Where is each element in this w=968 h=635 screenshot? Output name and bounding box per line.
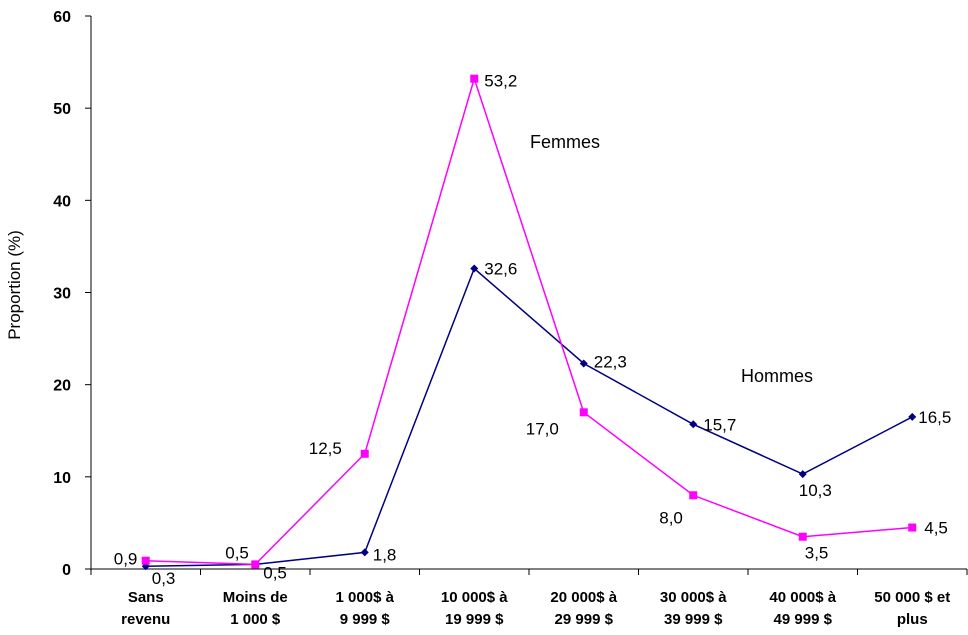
x-tick-label-line: 20 000$ à bbox=[550, 589, 617, 606]
chart-axes bbox=[90, 16, 967, 570]
x-tick-label-line: 1 000$ à bbox=[336, 589, 395, 606]
x-tick-label-line: 1 000 $ bbox=[230, 611, 281, 628]
point-marker-femmes bbox=[908, 523, 917, 532]
data-label-femmes: 17,0 bbox=[526, 419, 559, 438]
series-line-femmes bbox=[145, 76, 913, 566]
y-tick-label: 60 bbox=[53, 9, 71, 26]
data-label-femmes: 4,5 bbox=[924, 519, 948, 538]
point-marker-hommes bbox=[360, 548, 369, 557]
y-tick-label: 0 bbox=[62, 562, 71, 579]
point-marker-femmes bbox=[251, 560, 260, 569]
data-labels: 0,3 0,5 1,8 32,6 22,3 15,7 10,3 16,5 0,9 0,5 12,5 5… bbox=[114, 72, 952, 589]
data-label-femmes: 0,9 bbox=[114, 550, 138, 569]
data-label-hommes: 10,3 bbox=[799, 481, 832, 500]
data-label-hommes: 22,3 bbox=[594, 352, 627, 371]
data-label-femmes: 3,5 bbox=[805, 544, 829, 563]
x-tick-label: 50 000 $ et plus bbox=[874, 589, 950, 628]
data-label-hommes: 16,5 bbox=[918, 408, 951, 427]
x-tick-label-line: Sans bbox=[128, 589, 164, 606]
point-marker-femmes bbox=[470, 74, 479, 83]
x-tick-label-line: 40 000$ à bbox=[769, 589, 836, 606]
x-tick-label-line: 10 000$ à bbox=[441, 589, 508, 606]
y-tick-label: 10 bbox=[53, 470, 71, 487]
data-label-hommes: 32,6 bbox=[484, 260, 517, 279]
data-label-hommes: 1,8 bbox=[373, 545, 397, 564]
point-marker-femmes bbox=[360, 449, 369, 458]
x-tick-label: Moins de 1 000 $ bbox=[223, 589, 288, 628]
x-axis-ticks: Sans revenu Moins de 1 000 $ 1 000$ à 9 999 $… bbox=[90, 569, 968, 628]
x-tick-label: 30 000$ à 39 999 $ bbox=[660, 589, 727, 628]
point-marker-hommes bbox=[470, 264, 479, 273]
point-marker-hommes bbox=[798, 470, 807, 479]
y-tick-label: 40 bbox=[53, 193, 71, 210]
point-marker-femmes bbox=[579, 408, 588, 417]
point-marker-hommes bbox=[689, 420, 698, 429]
x-tick-label: 20 000$ à 29 999 $ bbox=[550, 589, 617, 628]
x-tick-label-line: 29 999 $ bbox=[555, 611, 614, 628]
x-tick-label-line: 19 999 $ bbox=[445, 611, 504, 628]
x-tick-label-line: 9 999 $ bbox=[340, 611, 391, 628]
point-marker-hommes bbox=[579, 359, 588, 368]
series-markers bbox=[141, 74, 917, 571]
data-label-femmes: 53,2 bbox=[484, 72, 517, 91]
series-label-hommes: Hommes bbox=[741, 366, 813, 386]
data-label-hommes: 0,5 bbox=[263, 563, 287, 582]
y-tick-label: 20 bbox=[53, 378, 71, 395]
x-tick-label-line: revenu bbox=[121, 611, 170, 628]
data-label-femmes: 12,5 bbox=[309, 439, 342, 458]
data-label-femmes: 8,0 bbox=[659, 508, 683, 527]
x-tick-label: 10 000$ à 19 999 $ bbox=[441, 589, 508, 628]
x-tick-label-line: 49 999 $ bbox=[774, 611, 833, 628]
x-tick-label: 1 000$ à 9 999 $ bbox=[336, 589, 395, 628]
series-label-femmes: Femmes bbox=[530, 132, 600, 152]
x-tick-label-line: 50 000 $ et bbox=[874, 589, 950, 606]
x-tick-label-line: Moins de bbox=[223, 589, 288, 606]
y-tick-label: 30 bbox=[53, 286, 71, 303]
y-axis-label: Proportion (%) bbox=[5, 230, 24, 340]
x-tick-label: 40 000$ à 49 999 $ bbox=[769, 589, 836, 628]
data-label-femmes: 0,5 bbox=[225, 543, 249, 562]
x-tick-label: Sans revenu bbox=[121, 589, 170, 628]
x-tick-label-line: 39 999 $ bbox=[664, 611, 723, 628]
point-marker-femmes bbox=[798, 532, 807, 541]
series-line-hommes bbox=[145, 267, 913, 567]
data-label-hommes: 0,3 bbox=[152, 569, 176, 588]
y-axis-ticks: 0 10 20 30 40 50 60 bbox=[53, 9, 91, 579]
x-tick-label-line: 30 000$ à bbox=[660, 589, 727, 606]
x-tick-label-line: plus bbox=[897, 611, 928, 628]
series-lines bbox=[145, 76, 913, 567]
data-label-hommes: 15,7 bbox=[703, 415, 736, 434]
point-marker-femmes bbox=[141, 556, 150, 565]
point-marker-femmes bbox=[689, 491, 698, 500]
y-tick-label: 50 bbox=[53, 101, 71, 118]
point-marker-hommes bbox=[908, 412, 917, 421]
